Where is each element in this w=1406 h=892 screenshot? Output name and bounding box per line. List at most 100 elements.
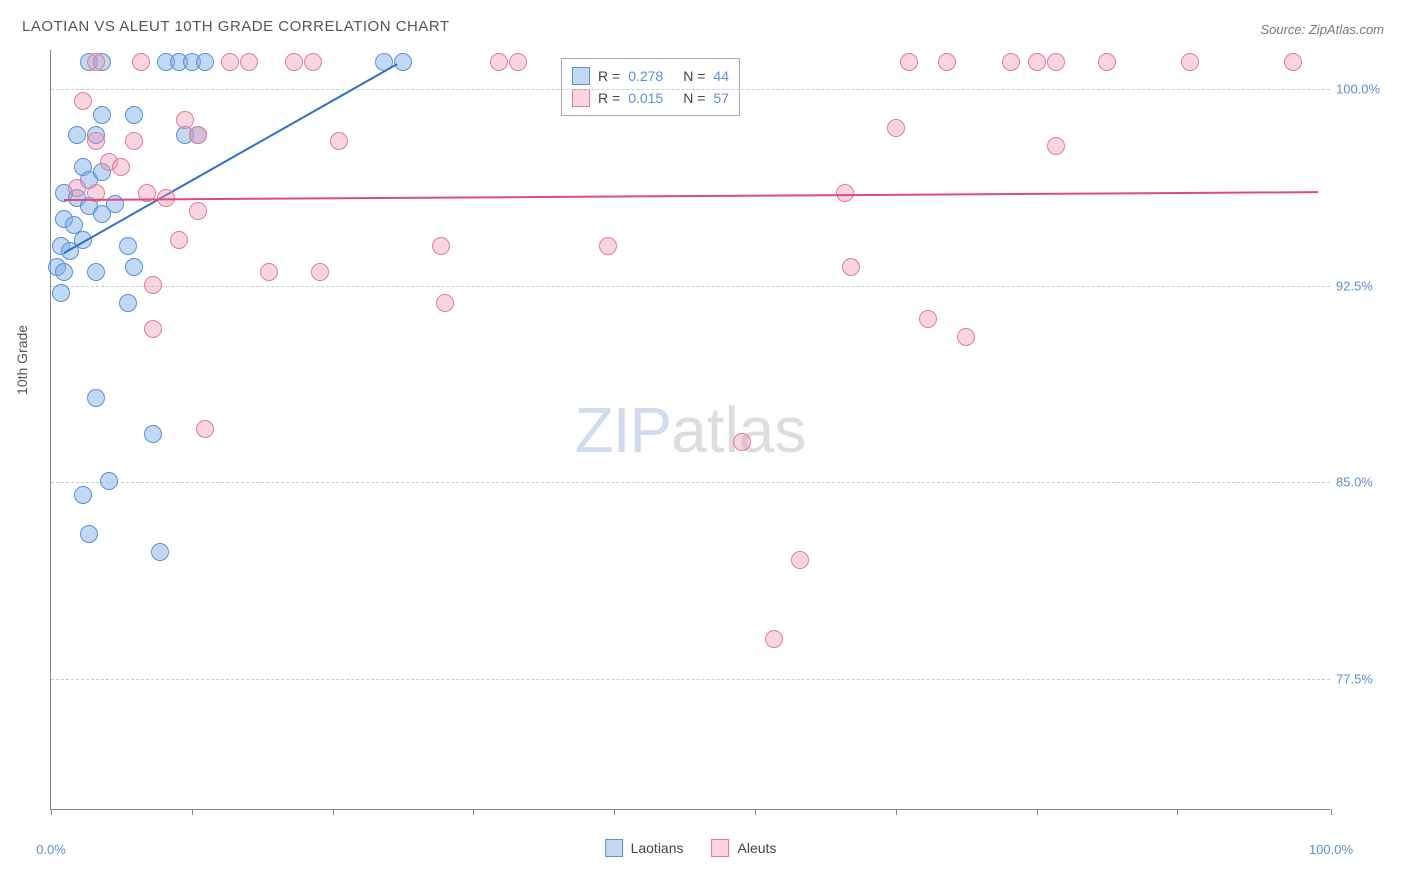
legend-label-aleuts: Aleuts — [738, 840, 777, 856]
trendline — [64, 192, 1318, 202]
data-point — [151, 543, 169, 561]
legend-n-value: 44 — [713, 68, 729, 84]
data-point — [432, 237, 450, 255]
x-tick — [896, 809, 897, 815]
data-point — [733, 433, 751, 451]
data-point — [436, 294, 454, 312]
data-point — [112, 158, 130, 176]
gridline — [51, 286, 1330, 287]
data-point — [240, 53, 258, 71]
legend-swatch-aleuts — [712, 839, 730, 857]
data-point — [765, 630, 783, 648]
y-tick-label: 85.0% — [1336, 475, 1396, 490]
chart-title: LAOTIAN VS ALEUT 10TH GRADE CORRELATION … — [22, 18, 450, 35]
legend-row: R = 0.278 N = 44 — [572, 65, 729, 87]
legend-label-laotians: Laotians — [631, 840, 684, 856]
data-point — [1028, 53, 1046, 71]
data-point — [68, 126, 86, 144]
data-point — [87, 389, 105, 407]
data-point — [189, 202, 207, 220]
legend-n-value: 57 — [713, 90, 729, 106]
data-point — [125, 258, 143, 276]
legend-swatch — [572, 67, 590, 85]
data-point — [119, 237, 137, 255]
data-point — [80, 525, 98, 543]
x-tick — [1331, 809, 1332, 815]
legend-r-label: R = — [598, 90, 620, 106]
data-point — [599, 237, 617, 255]
legend-series: Laotians Aleuts — [605, 839, 777, 857]
x-tick — [1177, 809, 1178, 815]
x-tick — [755, 809, 756, 815]
watermark: ZIPatlas — [575, 393, 807, 467]
legend-item-laotians: Laotians — [605, 839, 684, 857]
data-point — [125, 132, 143, 150]
data-point — [887, 119, 905, 137]
gridline — [51, 482, 1330, 483]
gridline — [51, 89, 1330, 90]
data-point — [1047, 137, 1065, 155]
data-point — [311, 263, 329, 281]
data-point — [132, 53, 150, 71]
data-point — [106, 195, 124, 213]
x-tick — [614, 809, 615, 815]
data-point — [87, 263, 105, 281]
y-tick-label: 100.0% — [1336, 82, 1396, 97]
data-point — [87, 132, 105, 150]
data-point — [189, 126, 207, 144]
data-point — [509, 53, 527, 71]
data-point — [791, 551, 809, 569]
data-point — [330, 132, 348, 150]
y-tick-label: 92.5% — [1336, 278, 1396, 293]
x-tick-label: 0.0% — [36, 842, 66, 857]
data-point — [170, 231, 188, 249]
data-point — [842, 258, 860, 276]
data-point — [1098, 53, 1116, 71]
data-point — [285, 53, 303, 71]
data-point — [394, 53, 412, 71]
data-point — [196, 53, 214, 71]
legend-n-label: N = — [683, 90, 705, 106]
data-point — [93, 106, 111, 124]
data-point — [1047, 53, 1065, 71]
legend-n-label: N = — [683, 68, 705, 84]
data-point — [100, 472, 118, 490]
data-point — [52, 284, 70, 302]
legend-swatch — [572, 89, 590, 107]
y-tick-label: 77.5% — [1336, 671, 1396, 686]
data-point — [144, 276, 162, 294]
scatter-plot-area: ZIPatlas R =0.278N =44R =0.015N =57 Laot… — [50, 50, 1330, 810]
legend-swatch-laotians — [605, 839, 623, 857]
legend-row: R = 0.015 N = 57 — [572, 87, 729, 109]
data-point — [1284, 53, 1302, 71]
x-tick-label: 100.0% — [1309, 842, 1353, 857]
gridline — [51, 679, 1330, 680]
y-axis-label: 10th Grade — [14, 325, 30, 395]
data-point — [74, 486, 92, 504]
data-point — [87, 53, 105, 71]
data-point — [68, 179, 86, 197]
data-point — [125, 106, 143, 124]
data-point — [260, 263, 278, 281]
data-point — [119, 294, 137, 312]
data-point — [938, 53, 956, 71]
data-point — [957, 328, 975, 346]
legend-item-aleuts: Aleuts — [712, 839, 777, 857]
data-point — [55, 263, 73, 281]
x-tick — [192, 809, 193, 815]
data-point — [1181, 53, 1199, 71]
legend-r-value: 0.015 — [628, 90, 663, 106]
watermark-atlas: atlas — [671, 394, 806, 466]
legend-r-value: 0.278 — [628, 68, 663, 84]
data-point — [490, 53, 508, 71]
data-point — [144, 320, 162, 338]
legend-r-label: R = — [598, 68, 620, 84]
data-point — [1002, 53, 1020, 71]
source-label: Source: ZipAtlas.com — [1260, 22, 1384, 37]
x-tick — [51, 809, 52, 815]
watermark-zip: ZIP — [575, 394, 672, 466]
x-tick — [1037, 809, 1038, 815]
x-tick — [473, 809, 474, 815]
data-point — [900, 53, 918, 71]
data-point — [196, 420, 214, 438]
